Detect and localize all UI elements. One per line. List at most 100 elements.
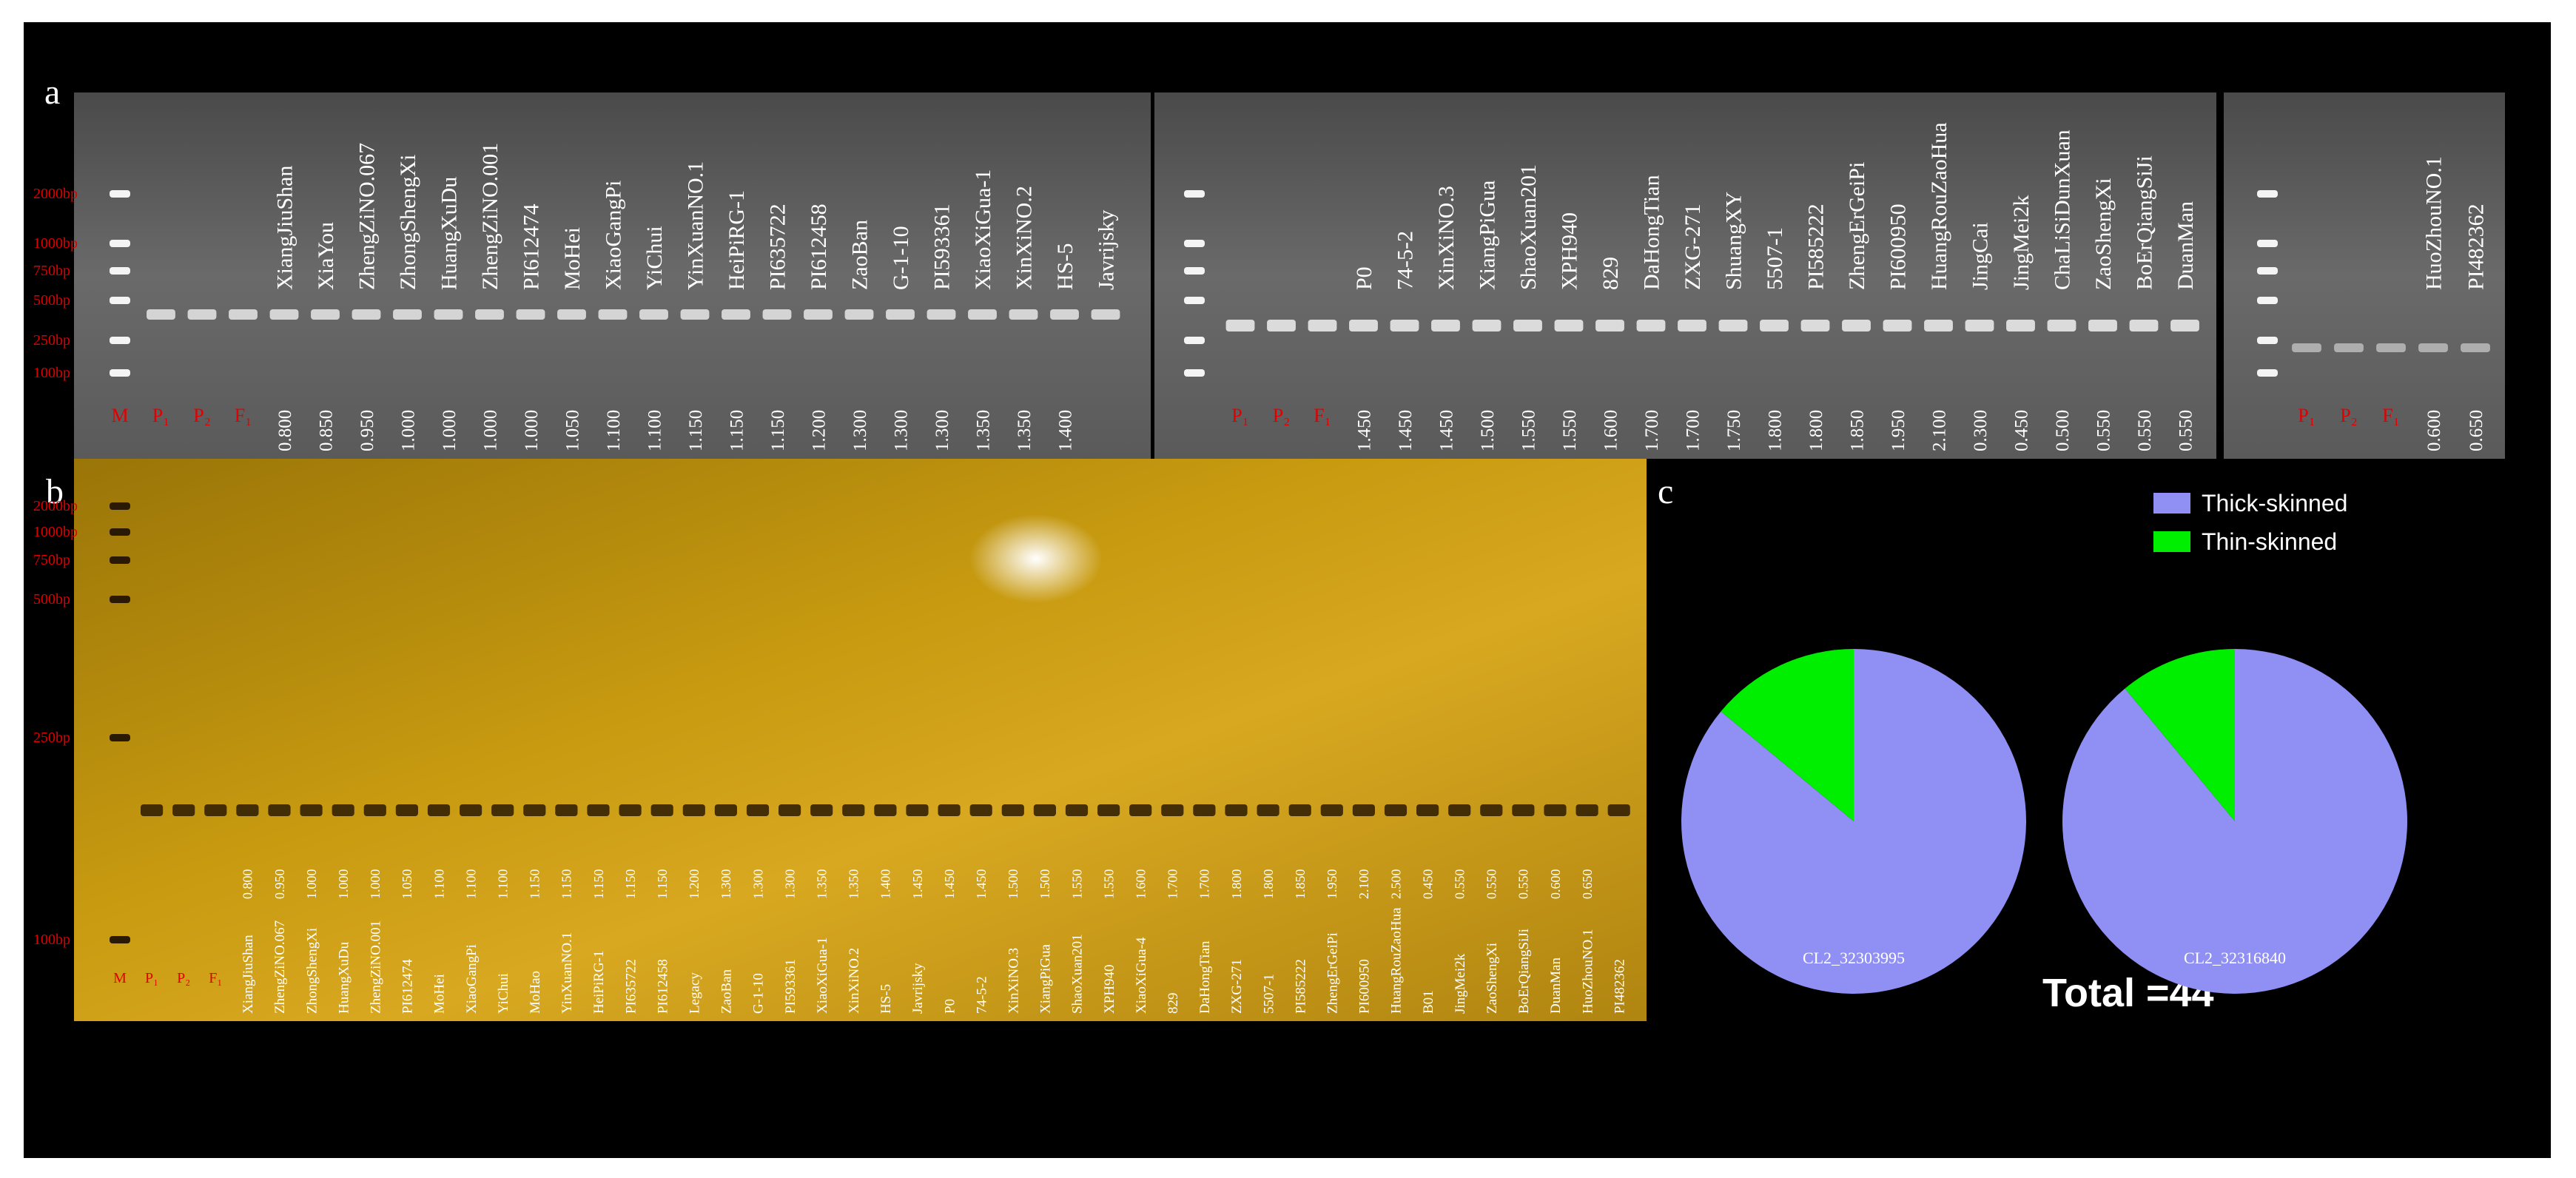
sample-name: HS-5 [1053,243,1077,290]
lane-label: M [111,405,128,426]
dna-band [598,309,628,320]
sample-value: 1.350 [973,410,993,451]
dna-band [269,309,299,320]
marker-band [2257,337,2278,344]
lane-label: F₁ [2382,405,2400,426]
sample-name: HuangRouZaoHua [1927,122,1951,290]
marker-band [110,734,130,741]
sample-name: ShuangXY [1722,192,1746,290]
sample-value: 1.800 [1806,410,1826,451]
marker-band [110,528,130,536]
panel-label: b [46,472,64,511]
dna-band [1065,804,1089,816]
sample-name: PI600950 [1357,959,1373,1014]
dna-band [311,309,340,320]
sample-name: ZhengZiNO.067 [272,920,288,1014]
sample-name: Javrijsky [1094,210,1119,290]
dna-band [352,309,381,320]
sample-value: 1.400 [878,869,893,900]
dna-band [2461,343,2490,352]
dna-band [1225,804,1248,816]
dna-band [491,804,514,816]
sample-value: 1.500 [1478,410,1498,451]
dna-band [746,804,770,816]
dna-band [1965,320,1994,331]
sample-name: ZhengZiNO.001 [478,143,502,290]
dna-band [778,804,801,816]
sample-value: 1.350 [815,869,830,900]
legend-swatch [2153,531,2190,552]
sample-name: XiangJiuShan [273,166,297,290]
sample-name: Legacy [687,972,702,1014]
dna-band [1800,320,1830,331]
sample-value: 1.050 [562,410,582,451]
sample-value: 1.750 [1724,410,1744,451]
sample-value: 1.550 [1560,410,1580,451]
sample-value: 1.150 [768,410,788,451]
dna-band [682,804,705,816]
sample-name: PI635722 [623,959,639,1014]
dna-band [1431,320,1460,331]
sample-value: 1.450 [910,869,925,900]
sample-value: 1.450 [1396,410,1416,451]
sample-name: YiChui [642,226,667,290]
sample-name: JingCai [1968,222,1993,290]
marker-band [110,556,130,564]
sample-value: 1.350 [1015,410,1035,451]
dna-band [1384,804,1408,816]
marker-label: 250bp [33,332,70,349]
sample-name: HuangXuDu [437,177,462,290]
dna-band [1097,804,1120,816]
dna-band [2376,343,2406,352]
gel-image [74,92,1151,459]
sample-value: 0.800 [275,410,295,451]
marker-band [1184,337,1205,344]
dna-band [187,309,217,320]
sample-name: 74-5-2 [1393,231,1418,290]
dna-band [1390,320,1419,331]
marker-label: 500bp [33,591,70,607]
pie-slice [2062,649,2408,994]
marker-band [2257,369,2278,377]
sample-value: 1.850 [1293,869,1308,900]
sample-value: 1.150 [686,410,706,451]
dna-band [1352,804,1375,816]
sample-value: 1.050 [400,869,414,900]
sample-value: 0.550 [1516,869,1531,900]
sample-value: 1.100 [604,410,624,451]
sample-name: ZXG-271 [1681,203,1705,290]
sample-value: 1.300 [932,410,952,451]
dna-band [555,804,578,816]
sample-name: ShaoXuan201 [1070,934,1086,1014]
dna-band [1718,320,1748,331]
dna-band [650,804,673,816]
sample-name: DaHongTian [1197,940,1213,1014]
dna-band [557,309,586,320]
sample-value: 1.150 [655,869,670,900]
dna-band [300,804,323,816]
sample-value: 1.300 [750,869,765,900]
sample-name: ZhengZiNO.001 [368,920,383,1014]
sample-value: 1.450 [1436,410,1456,451]
dna-band [968,309,997,320]
gel-image [74,459,1647,1021]
pie-title: CL2_32316840 [2184,949,2286,967]
lane-label: P₁ [1231,405,1249,426]
sample-value: 1.300 [850,410,870,451]
sample-name: HuangXuDu [336,941,352,1014]
sample-value: 1.000 [440,410,460,451]
dna-band [1129,804,1152,816]
gel-image [2224,92,2505,459]
marker-label: 250bp [33,730,70,746]
marker-band [110,297,130,304]
sample-value: 1.100 [496,869,511,900]
lane-label: M [113,970,127,986]
sample-value: 1.850 [1847,410,1867,451]
dna-band [938,804,961,816]
sample-name: HuangRouZaoHua [1389,907,1405,1014]
sample-name: PI482362 [2464,203,2489,290]
sample-value: 0.550 [2094,410,2113,451]
dna-band [363,804,386,816]
lane-label: P₂ [177,970,190,986]
